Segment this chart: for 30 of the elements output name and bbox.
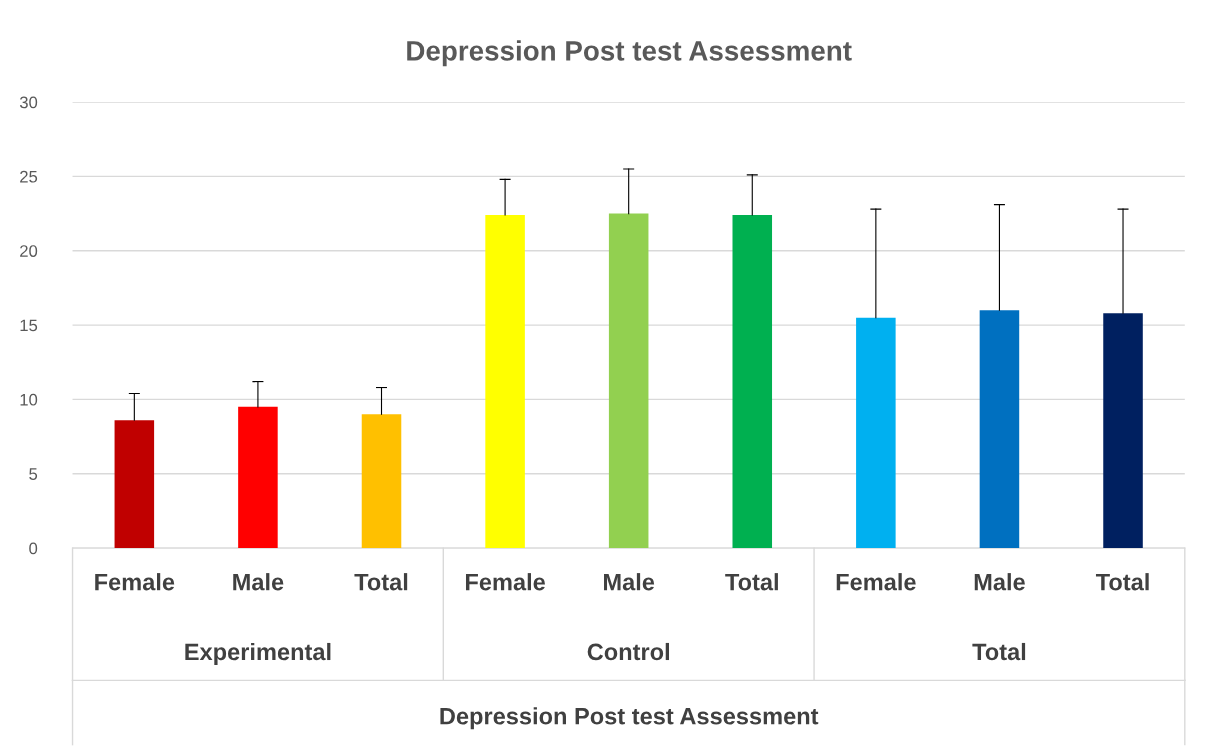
y-tick-label: 20 bbox=[20, 245, 38, 257]
bar bbox=[732, 215, 773, 549]
y-tick-label: 0 bbox=[29, 542, 38, 555]
bar bbox=[608, 213, 649, 549]
x-tick-label: Total bbox=[725, 573, 778, 591]
x-tick-label: Total bbox=[1095, 573, 1149, 591]
text: Total bbox=[972, 642, 1026, 661]
x-tick-label: Female bbox=[95, 573, 175, 591]
bar bbox=[979, 310, 1020, 549]
bar bbox=[361, 414, 402, 549]
y-tick-label: 30 bbox=[19, 96, 38, 109]
text: Experimental bbox=[185, 642, 331, 665]
x-tick-label: Male bbox=[604, 573, 655, 591]
y-tick-label: 10 bbox=[20, 393, 38, 406]
bar bbox=[1103, 313, 1143, 549]
y-tick-label: 15 bbox=[20, 319, 38, 332]
bar bbox=[856, 317, 896, 549]
x-tick-label: Total bbox=[354, 573, 408, 591]
y-tick-label: 5 bbox=[29, 468, 38, 480]
x-tick-label: Male bbox=[233, 573, 284, 591]
x-tick-label: Male bbox=[974, 573, 1025, 591]
chart-title: Depression Post test Assessment bbox=[407, 40, 852, 67]
x-axis-title: Depression Post test Assessment bbox=[440, 707, 819, 730]
x-tick-label: Female bbox=[465, 573, 545, 591]
bar bbox=[238, 406, 278, 549]
x-tick-label: Female bbox=[836, 573, 916, 591]
bar bbox=[485, 215, 525, 549]
bar bbox=[114, 420, 155, 549]
y-tick-label: 25 bbox=[20, 170, 38, 183]
text: Control bbox=[587, 642, 669, 661]
